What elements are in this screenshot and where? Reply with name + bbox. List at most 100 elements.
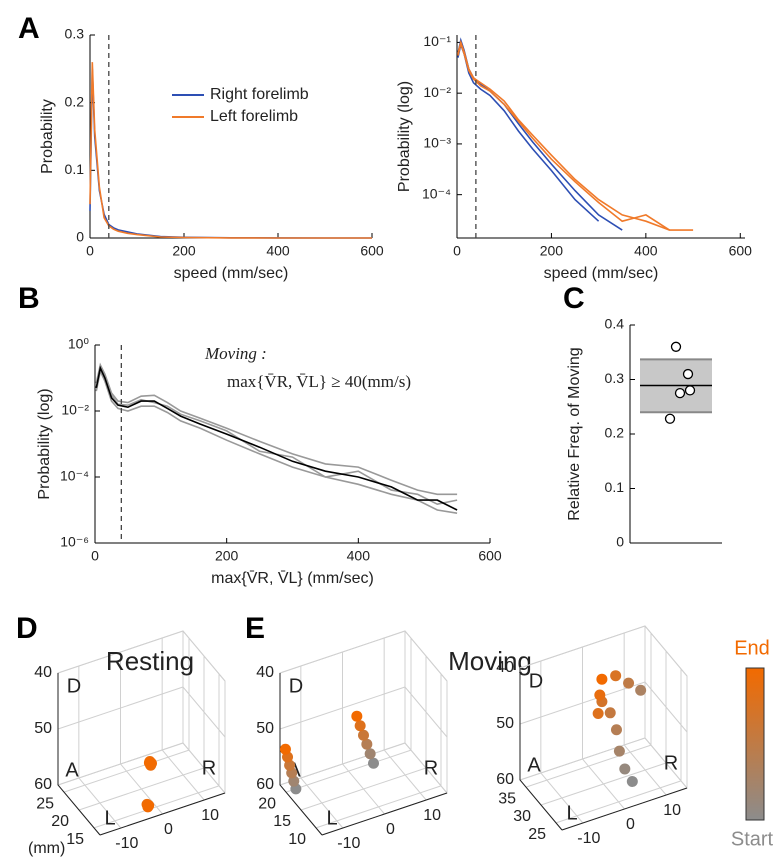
y-tick-label: 0.1: [605, 479, 625, 495]
y-tick-label: 10⁻⁶: [60, 534, 89, 550]
grid-line: [63, 638, 190, 793]
y-tick-label: 0.1: [65, 161, 85, 177]
z-tick-label: 60: [496, 771, 514, 788]
trajectory-point: [354, 720, 366, 732]
data-point: [674, 387, 686, 399]
panel-title: Resting: [106, 646, 194, 676]
z-tick-label: 40: [496, 659, 514, 676]
axis-line: [279, 673, 323, 836]
z-tick-label: 40: [256, 664, 274, 681]
x-tick-label: 400: [347, 548, 371, 564]
direction-label: D: [67, 675, 81, 697]
grid-line: [78, 666, 122, 829]
x-tick-label: 10: [423, 807, 441, 824]
series-line: [457, 39, 694, 231]
panel-label: A: [18, 12, 40, 45]
grid-line: [57, 686, 226, 738]
z-tick-label: 50: [34, 720, 52, 737]
trajectory-point: [623, 677, 635, 689]
series-line: [89, 62, 372, 239]
x-tick-label: 0: [164, 821, 173, 838]
x-tick-label: -10: [577, 830, 600, 847]
data-point: [664, 413, 676, 424]
y-tick-label: 0: [76, 229, 84, 245]
x-tick-label: 200: [540, 243, 564, 259]
trajectory-point: [279, 743, 291, 755]
direction-label: A: [65, 759, 79, 781]
grid-line: [300, 656, 427, 811]
grid-line: [623, 633, 667, 796]
y-tick-label: 0.4: [605, 316, 625, 332]
grid-line: [540, 651, 667, 806]
trajectory-point: [143, 757, 155, 769]
grid-line: [279, 742, 448, 794]
trajectory-point: [592, 708, 604, 719]
series-line: [95, 364, 458, 506]
grid-line: [315, 673, 442, 829]
trajectory-point: [364, 748, 376, 760]
y-tick-label: 10: [288, 831, 306, 848]
wall-edge: [279, 630, 448, 793]
grid-line: [279, 630, 448, 682]
axis-line: [321, 792, 448, 836]
direction-label: R: [664, 752, 678, 774]
y-tick-label: 20: [258, 795, 276, 812]
x-tick-label: 200: [172, 243, 196, 259]
y-tick-label: 0: [616, 534, 624, 550]
annotation: max{V̄R, V̄L} ≥ 40(mm/s): [227, 372, 411, 391]
axis-line: [519, 668, 563, 831]
grid-line: [57, 742, 226, 794]
grid-line: [93, 673, 220, 829]
y-tick-label: 0.3: [65, 26, 85, 42]
z-tick-label: 40: [34, 664, 52, 681]
z-tick-label: 60: [256, 776, 274, 793]
grid-line: [582, 647, 625, 810]
grid-line: [383, 638, 427, 801]
trajectory-point: [596, 673, 608, 685]
grid-line: [519, 737, 688, 789]
grid-line: [519, 681, 688, 733]
direction-label: D: [289, 675, 303, 697]
data-point: [682, 368, 694, 380]
trajectory-point: [142, 801, 154, 813]
trajectory-point: [635, 684, 647, 696]
trajectory-point: [610, 724, 622, 736]
direction-label: A: [527, 754, 541, 776]
trajectory-point: [613, 745, 625, 757]
grid-line: [78, 656, 205, 811]
grid-line: [161, 638, 205, 801]
colorbar: [745, 667, 765, 821]
grid-line: [57, 630, 226, 682]
grid-line: [120, 652, 163, 815]
y-tick-label: 10⁰: [68, 336, 90, 352]
direction-label: L: [326, 807, 337, 829]
x-tick-label: -10: [337, 835, 360, 852]
panel-label: E: [245, 612, 265, 645]
series-line: [95, 362, 458, 496]
x-axis-label: max{V̄R, V̄L} (mm/sec): [211, 570, 374, 587]
data-point: [684, 385, 696, 396]
grid-line: [279, 686, 448, 738]
trajectory-point: [358, 729, 369, 741]
direction-label: R: [424, 757, 438, 779]
trajectory-point: [626, 776, 638, 788]
grid-line: [342, 652, 385, 815]
y-axis-label: Relative Freq. of Moving: [566, 347, 583, 520]
x-tick-label: 0: [91, 548, 99, 564]
x-tick-label: 0: [86, 243, 94, 259]
z-tick-label: 60: [34, 776, 52, 793]
x-axis-label: speed (mm/sec): [174, 265, 289, 282]
y-tick-label: 20: [51, 813, 69, 830]
z-tick-label: 50: [256, 720, 274, 737]
panel-label: D: [16, 612, 38, 645]
grid-line: [285, 638, 412, 793]
y-tick-label: 0.2: [605, 425, 625, 441]
legend-label: Right forelimb: [210, 86, 309, 103]
direction-label: R: [202, 757, 216, 779]
x-axis-label: speed (mm/sec): [544, 265, 659, 282]
trajectory-point: [610, 670, 622, 682]
y-axis-label: Probability (log): [396, 81, 413, 192]
x-tick-label: 400: [634, 243, 658, 259]
x-tick-label: 600: [729, 243, 753, 259]
x-tick-label: 600: [360, 243, 384, 259]
